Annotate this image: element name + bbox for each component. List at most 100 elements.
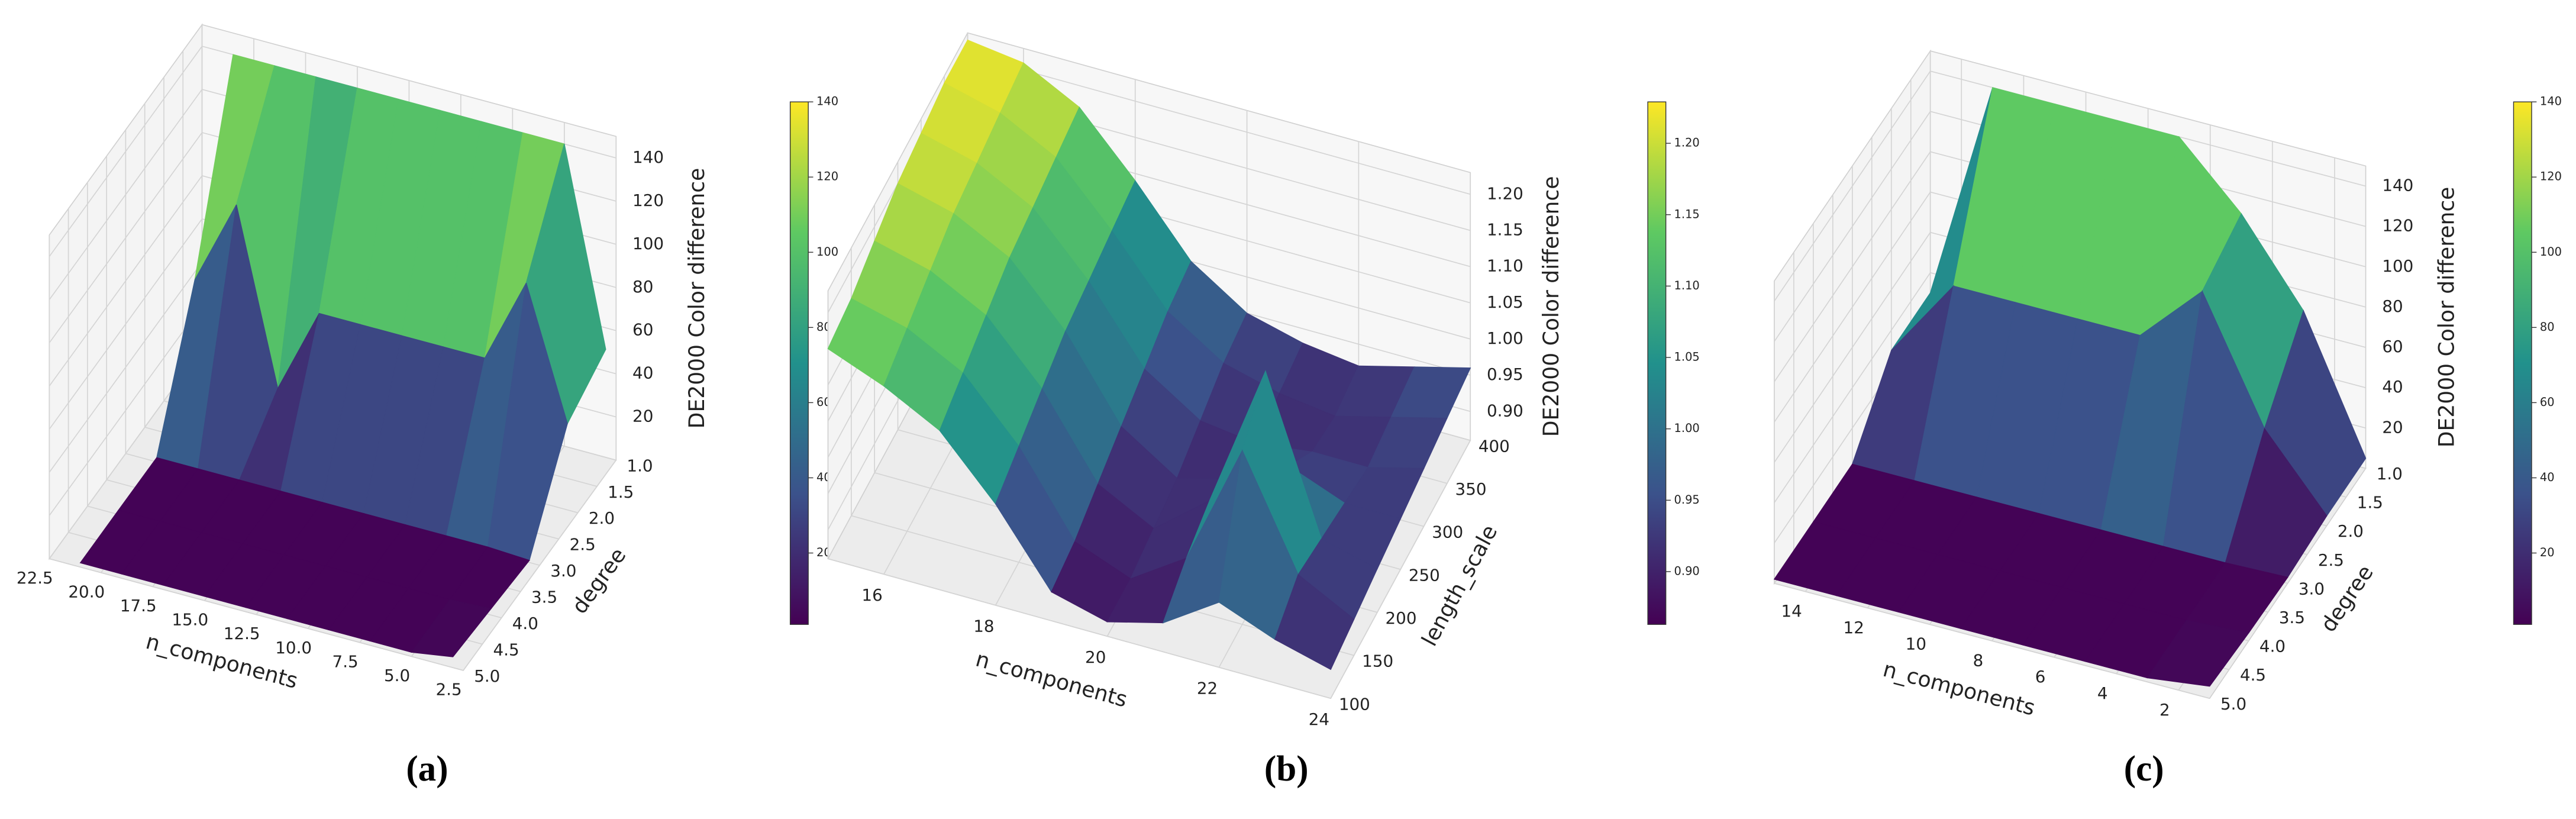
z-tick-label: 120 [632, 191, 664, 210]
x-tick-label: 2 [2159, 700, 2170, 720]
x-tick-label: 16 [861, 585, 882, 605]
caption: (a) [406, 749, 448, 789]
surface-facet [1274, 573, 1355, 670]
colorbar-tick-label: 120 [2540, 170, 2562, 183]
colorbar-tick-label: 40 [816, 470, 831, 484]
colorbar-tick-label: 60 [816, 395, 831, 409]
surface-facet [411, 599, 492, 657]
subplot: 16 18 20 22 24 n_components 100 150 200 250 300 350… [827, 32, 1700, 789]
x-tick-label: 18 [973, 616, 994, 636]
z-tick-label: 40 [632, 363, 653, 383]
subplot: 2.55.07.510.012.515.017.520.022.5n_compo… [17, 23, 838, 789]
grid-line [828, 558, 1331, 699]
x-tick-label: 5.0 [384, 666, 410, 685]
colorbar-tick-label: 140 [2540, 95, 2562, 108]
colorbar-tick-label: 100 [2540, 245, 2562, 259]
x-tick-label: 12.5 [224, 624, 260, 643]
colorbar-tick-label: 1.20 [1674, 136, 1700, 150]
grid-line [1774, 192, 1931, 423]
x-tick-label: 4 [2097, 683, 2108, 703]
colorbar-tick-label: 40 [2540, 470, 2555, 484]
x-axis-title: n_components [1880, 657, 2038, 721]
colorbar-tick-label: 100 [816, 245, 838, 259]
x-tick-label: 22.5 [17, 568, 53, 588]
z-tick-label: 80 [632, 277, 653, 296]
x-tick-label: 2.5 [436, 680, 462, 699]
y-tick-label: 1.0 [627, 456, 653, 475]
y-tick-label: 4.5 [2240, 665, 2266, 685]
z-tick-label: 120 [2382, 216, 2413, 236]
y-tick-label: 3.5 [531, 588, 557, 607]
x-tick-label: 7.5 [333, 652, 359, 671]
y-tick-label: 4.0 [2259, 637, 2286, 656]
surface-facet [2146, 620, 2250, 687]
x-axis-title: n_components [973, 647, 1130, 712]
x-tick-label: 12 [1844, 618, 1864, 637]
x-tick-label: 15.0 [172, 610, 208, 630]
y-tick-label: 2.5 [2318, 550, 2344, 570]
y-tick-label: 400 [1479, 436, 1510, 456]
z-axis-title: DE2000 Color difference [685, 168, 709, 429]
z-tick-label: 0.90 [1487, 401, 1523, 420]
grid-line [1774, 582, 2210, 699]
x-tick-label: 6 [2035, 667, 2046, 686]
grid-line [1774, 151, 1931, 382]
y-tick-label: 1.0 [2377, 464, 2403, 483]
z-tick-label: 80 [2382, 296, 2403, 316]
y-tick-label: 1.5 [2357, 493, 2383, 512]
grid-line [1774, 232, 1931, 463]
z-tick-label: 60 [2382, 337, 2403, 356]
y-axis-title: degree [2316, 561, 2378, 637]
z-tick-label: 20 [2382, 417, 2403, 437]
z-tick-label: 100 [632, 234, 664, 253]
colorbar [1647, 101, 1667, 625]
x-tick-label: 17.5 [120, 596, 157, 615]
x-tick-label: 20 [1085, 647, 1106, 667]
grid-line [49, 558, 464, 671]
y-axis-title: degree [567, 543, 631, 618]
colorbar-tick-label: 120 [816, 170, 838, 183]
y-tick-label: 4.5 [493, 640, 519, 659]
y-tick-label: 250 [1409, 565, 1440, 585]
x-tick-label: 10 [1906, 634, 1926, 654]
colorbar-tick-label: 1.05 [1674, 350, 1700, 364]
y-tick-label: 200 [1386, 608, 1417, 628]
colorbar-tick-label: 1.10 [1674, 279, 1700, 292]
y-tick-label: 350 [1455, 479, 1487, 499]
z-tick-label: 60 [632, 320, 653, 340]
y-tick-label: 3.5 [2279, 608, 2305, 627]
x-tick-label: 10.0 [275, 638, 312, 657]
z-axis-title: DE2000 Color difference [2434, 187, 2459, 448]
colorbar-tick-label: 1.00 [1674, 421, 1700, 435]
grid-line [49, 46, 203, 257]
colorbar-tick-label: 1.15 [1674, 207, 1700, 221]
y-tick-label: 4.0 [512, 614, 538, 633]
x-tick-label: 22 [1197, 678, 1218, 698]
colorbar-tick-label: 0.90 [1674, 564, 1700, 578]
z-tick-label: 1.00 [1487, 328, 1523, 348]
colorbar-tick-label: 140 [816, 95, 838, 108]
colorbar-tick-label: 20 [2540, 546, 2555, 559]
y-tick-label: 300 [1432, 523, 1463, 542]
x-tick-label: 14 [1781, 601, 1802, 621]
colorbar-tick-label: 20 [816, 546, 831, 559]
grid-line [49, 132, 203, 343]
z-tick-label: 1.15 [1487, 220, 1523, 239]
colorbar-tick-label: 80 [2540, 320, 2555, 334]
y-tick-label: 100 [1339, 694, 1370, 714]
y-tick-label: 2.0 [2338, 521, 2364, 541]
y-tick-label: 1.5 [608, 482, 634, 502]
colorbar-tick-label: 80 [816, 320, 831, 334]
y-tick-label: 3.0 [2299, 579, 2325, 598]
x-tick-label: 8 [1973, 650, 1984, 670]
grid-line [1774, 70, 1931, 302]
z-tick-label: 1.20 [1487, 183, 1523, 203]
grid-line [49, 175, 203, 386]
x-tick-label: 24 [1309, 710, 1329, 729]
grid-line [49, 262, 203, 473]
colorbar [789, 101, 809, 625]
z-tick-label: 0.95 [1487, 365, 1523, 384]
z-tick-label: 140 [2382, 176, 2413, 195]
z-tick-label: 140 [632, 147, 664, 167]
